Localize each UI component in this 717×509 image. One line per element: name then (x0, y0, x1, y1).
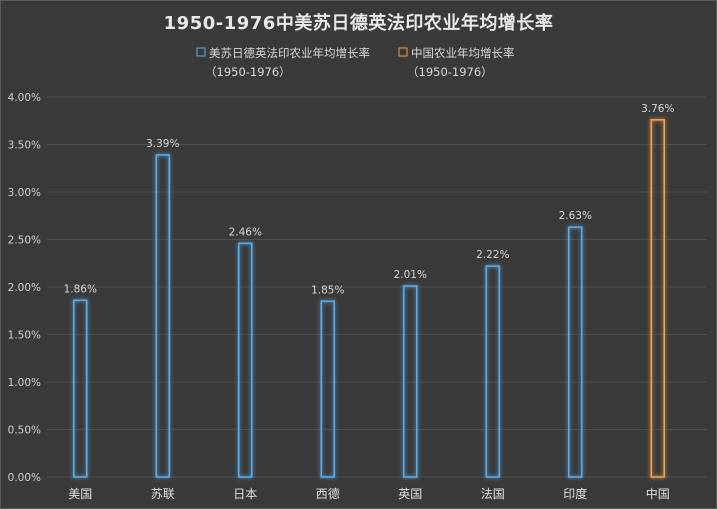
legend-sublabel: （1950-1976） (407, 65, 493, 79)
legend-swatch (398, 47, 408, 57)
data-label: 2.63% (559, 210, 592, 222)
x-category-label: 法国 (481, 487, 505, 501)
data-label: 3.76% (641, 103, 674, 115)
bar-country (155, 154, 171, 478)
x-category-label: 中国 (646, 486, 670, 501)
legend-sublabel: （1950-1976） (205, 65, 291, 79)
data-label: 2.01% (394, 269, 427, 281)
x-category-label: 印度 (563, 486, 587, 501)
y-tick-label: 1.50% (8, 330, 41, 342)
bar-country (72, 299, 88, 478)
data-label: 3.39% (146, 138, 179, 150)
bar-country (237, 242, 253, 478)
x-category-label: 西德 (316, 486, 340, 501)
bar-country (485, 265, 501, 478)
y-tick-label: 2.00% (8, 282, 41, 294)
legend-label: 中国农业年均增长率 (411, 46, 515, 60)
x-category-label: 美国 (68, 487, 92, 501)
bar-country (320, 300, 336, 478)
x-category-label: 苏联 (151, 487, 175, 501)
data-label: 2.46% (229, 226, 262, 238)
data-label: 1.86% (64, 283, 97, 295)
legend-label: 美苏日德英法印农业年均增长率 (209, 46, 370, 60)
y-tick-label: 1.00% (8, 377, 41, 389)
bar-china (650, 119, 666, 478)
bar-country (402, 285, 418, 478)
y-tick-label: 3.50% (8, 140, 41, 152)
y-tick-label: 0.50% (8, 425, 41, 437)
data-label: 1.85% (311, 284, 344, 296)
y-tick-label: 3.00% (8, 187, 41, 199)
data-label: 2.22% (476, 249, 509, 261)
bar-country (567, 226, 583, 478)
legend-swatch (196, 47, 206, 57)
y-tick-label: 4.00% (8, 92, 41, 104)
y-tick-label: 0.00% (8, 472, 41, 484)
chart-title: 1950-1976中美苏日德英法印农业年均增长率 (163, 13, 554, 34)
x-category-label: 日本 (233, 487, 257, 501)
y-tick-label: 2.50% (8, 235, 41, 247)
x-category-label: 英国 (398, 487, 422, 501)
